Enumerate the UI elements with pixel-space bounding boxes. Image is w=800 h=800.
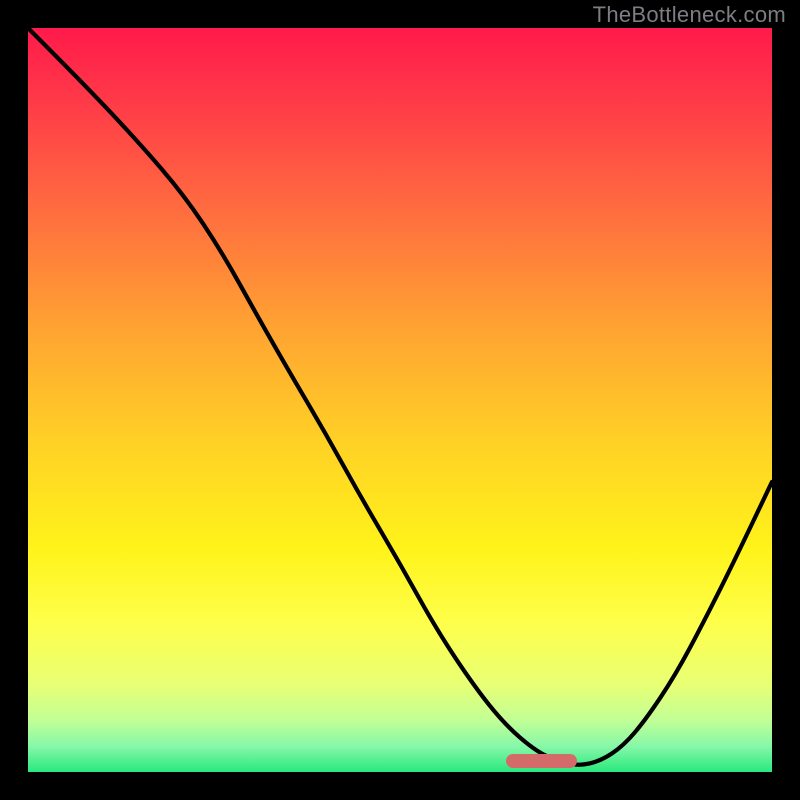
watermark-text: TheBottleneck.com [593, 2, 786, 28]
bottleneck-curve [28, 28, 772, 772]
plot-frame [22, 22, 778, 778]
minimum-marker [506, 754, 577, 768]
curve-path [28, 28, 772, 765]
